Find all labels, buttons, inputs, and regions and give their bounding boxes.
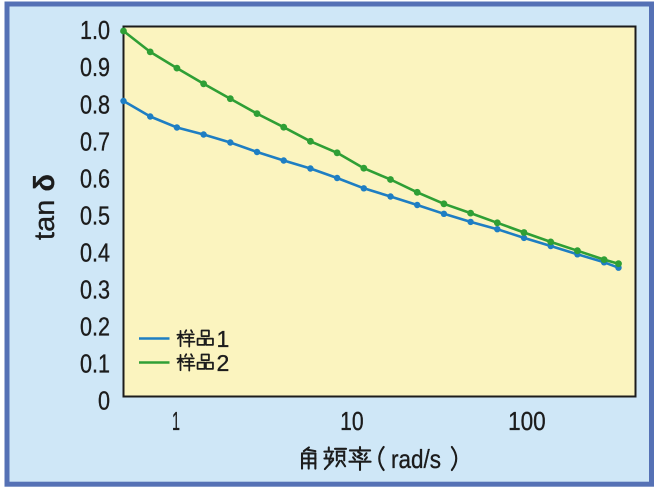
svg-text:0.8: 0.8 (80, 89, 110, 119)
svg-text:0.2: 0.2 (80, 311, 110, 341)
svg-text:10: 10 (340, 406, 364, 436)
svg-text:rad/s: rad/s (391, 444, 441, 474)
svg-text:0.1: 0.1 (80, 349, 110, 379)
svg-text:0.7: 0.7 (80, 126, 110, 156)
svg-text:0.4: 0.4 (80, 237, 110, 267)
svg-text:0.9: 0.9 (80, 52, 110, 82)
svg-text:0.5: 0.5 (80, 200, 110, 230)
svg-text:0.3: 0.3 (80, 274, 110, 304)
svg-text:1.0: 1.0 (80, 15, 110, 45)
svg-text:0.6: 0.6 (80, 163, 110, 193)
svg-text:100: 100 (508, 406, 546, 436)
svg-text:1: 1 (217, 326, 230, 352)
svg-text:0: 0 (98, 386, 110, 416)
svg-text:2: 2 (217, 350, 230, 376)
svg-text:1: 1 (172, 406, 180, 436)
svg-text:tan δ: tan δ (29, 174, 61, 240)
